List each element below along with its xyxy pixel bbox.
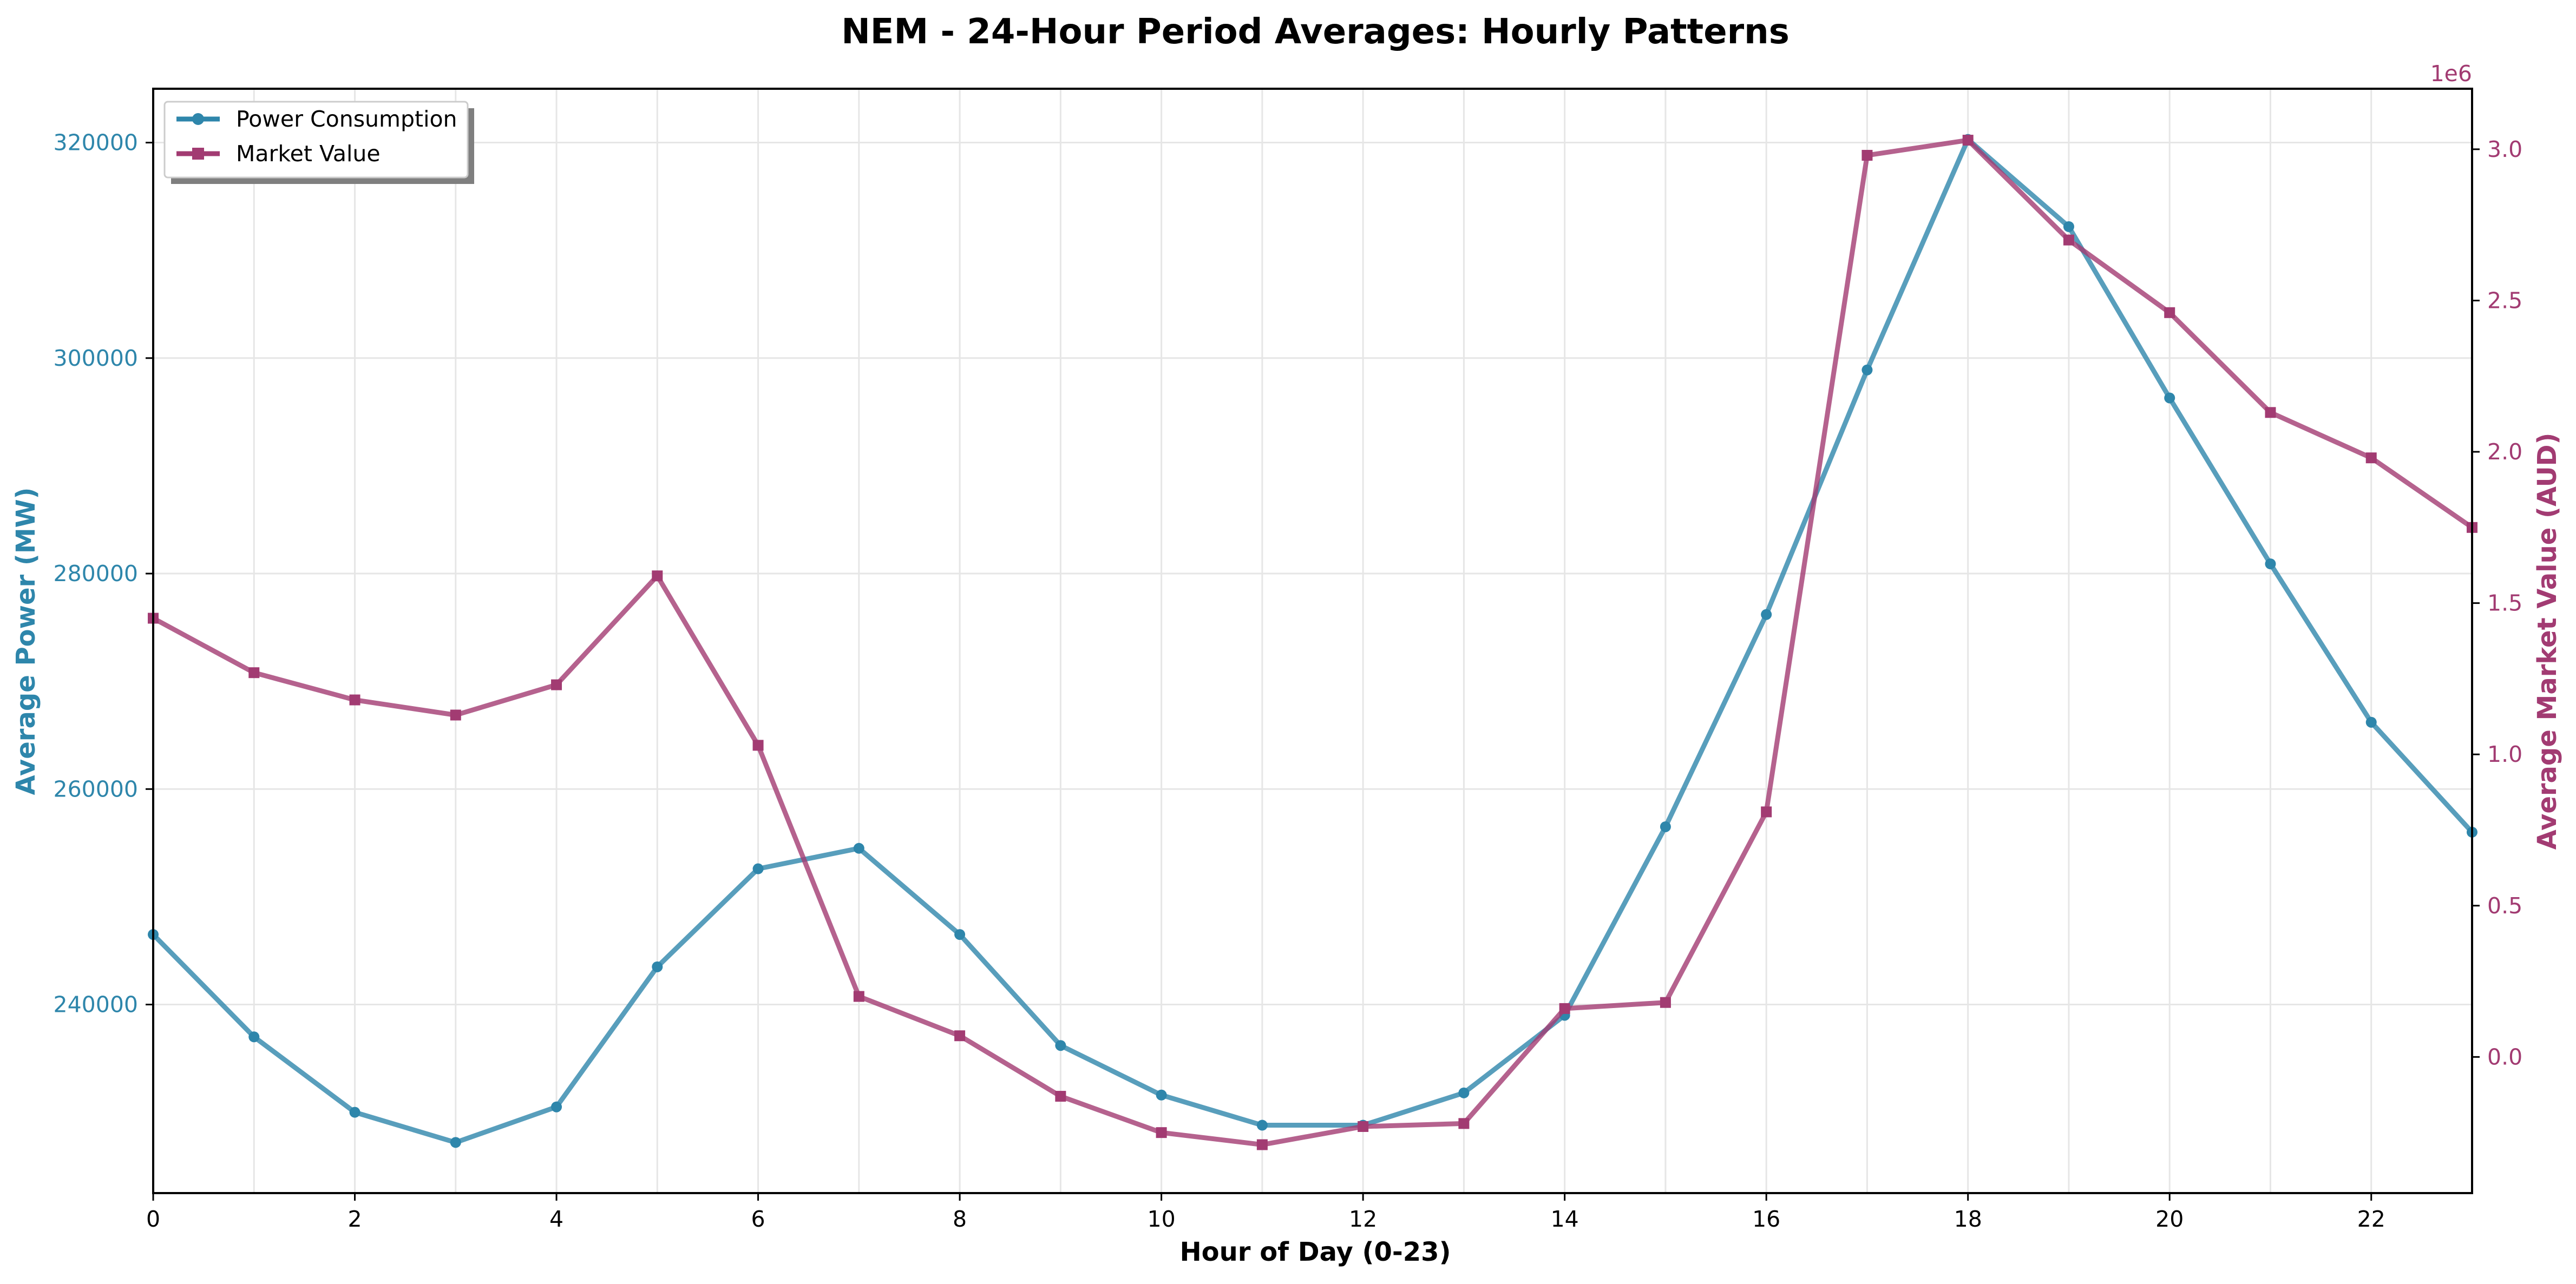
data-point-power bbox=[2063, 221, 2074, 232]
y-right-tick-label: 2.5 bbox=[2487, 287, 2522, 313]
y-right-tick-label: 1.0 bbox=[2487, 741, 2522, 767]
data-point-power bbox=[1156, 1089, 1167, 1101]
y-left-axis-label: Average Power (MW) bbox=[11, 488, 41, 795]
y-left-tick-label: 240000 bbox=[53, 992, 138, 1018]
data-point-market bbox=[1962, 135, 1974, 146]
data-point-market bbox=[1861, 150, 1873, 161]
data-point-market bbox=[2063, 234, 2074, 246]
x-tick-label: 2 bbox=[348, 1206, 362, 1232]
data-point-market bbox=[551, 679, 562, 690]
x-tick-label: 18 bbox=[1954, 1206, 1982, 1232]
legend-marker-power bbox=[192, 113, 204, 125]
data-point-power bbox=[1660, 821, 1671, 832]
data-point-power bbox=[652, 961, 663, 972]
data-point-power bbox=[853, 842, 864, 854]
legend-marker-market bbox=[192, 148, 204, 160]
x-tick-label: 12 bbox=[1349, 1206, 1377, 1232]
data-point-power bbox=[2265, 558, 2276, 570]
grid-layer bbox=[152, 89, 2473, 1193]
data-point-power bbox=[2365, 716, 2377, 728]
data-point-market bbox=[1358, 1121, 1369, 1132]
x-tick-label: 22 bbox=[2357, 1206, 2385, 1232]
data-point-market bbox=[450, 709, 461, 721]
data-point-power bbox=[1256, 1120, 1268, 1131]
data-point-power bbox=[349, 1107, 360, 1118]
data-point-power bbox=[1055, 1040, 1066, 1051]
data-point-power bbox=[752, 863, 764, 874]
data-point-market bbox=[752, 740, 764, 751]
data-point-power bbox=[1861, 364, 1873, 376]
legend-item-power: Power Consumption bbox=[176, 106, 457, 132]
series-layer bbox=[148, 134, 2477, 1150]
y-right-tick-label: 1.5 bbox=[2487, 590, 2522, 616]
data-point-power bbox=[1761, 609, 1772, 620]
axis-layer: 0 2 4 6 8 10 12 14 16 18 20 22 240000 260000 280000 300… bbox=[53, 130, 2522, 1232]
x-tick-label: 10 bbox=[1148, 1206, 1176, 1232]
data-point-market bbox=[349, 694, 360, 706]
data-point-power bbox=[248, 1031, 260, 1043]
data-point-market bbox=[1660, 997, 1671, 1008]
data-point-market bbox=[2365, 452, 2377, 464]
data-point-market bbox=[1559, 1003, 1570, 1014]
data-point-power bbox=[551, 1101, 562, 1112]
data-point-market bbox=[1761, 806, 1772, 818]
series-line-power bbox=[151, 137, 2474, 1145]
data-point-power bbox=[954, 929, 966, 940]
data-point-market bbox=[2265, 407, 2276, 418]
legend-item-market: Market Value bbox=[176, 141, 381, 167]
data-point-market bbox=[652, 570, 663, 582]
plot-frame bbox=[152, 88, 2473, 1194]
y-right-tick-label: 2.0 bbox=[2487, 439, 2522, 465]
data-point-market bbox=[954, 1030, 966, 1042]
legend-box bbox=[163, 101, 469, 179]
y-right-tick-label: 0.5 bbox=[2487, 893, 2522, 919]
right-axis-offset-text: 1e6 bbox=[2430, 61, 2472, 87]
data-point-power bbox=[450, 1137, 461, 1148]
data-point-market bbox=[1458, 1118, 1470, 1129]
y-right-axis-label: Average Market Value (AUD) bbox=[2532, 433, 2562, 850]
x-tick-label: 16 bbox=[1752, 1206, 1780, 1232]
chart-title: NEM - 24-Hour Period Averages: Hourly Pa… bbox=[841, 12, 1790, 52]
legend-label-power: Power Consumption bbox=[236, 106, 457, 132]
y-left-tick-label: 320000 bbox=[53, 130, 138, 156]
series-line-market bbox=[152, 137, 2474, 1148]
data-point-market bbox=[248, 667, 260, 679]
legend: Power Consumption Market Value bbox=[163, 101, 474, 184]
x-tick-label: 4 bbox=[549, 1206, 563, 1232]
legend-label-market: Market Value bbox=[236, 141, 381, 167]
data-point-market bbox=[1156, 1127, 1167, 1138]
data-point-market bbox=[2164, 307, 2175, 318]
x-tick-label: 6 bbox=[751, 1206, 765, 1232]
data-point-market bbox=[853, 991, 864, 1002]
x-tick-label: 0 bbox=[146, 1206, 160, 1232]
data-point-power bbox=[1458, 1087, 1470, 1098]
x-tick-label: 8 bbox=[953, 1206, 967, 1232]
data-point-market bbox=[1055, 1091, 1066, 1102]
data-point-market bbox=[1256, 1139, 1268, 1150]
x-tick-label: 20 bbox=[2155, 1206, 2184, 1232]
y-right-tick-label: 3.0 bbox=[2487, 136, 2522, 162]
y-left-tick-label: 300000 bbox=[53, 345, 138, 371]
x-axis-label: Hour of Day (0-23) bbox=[1179, 1237, 1451, 1267]
x-tick-label: 14 bbox=[1551, 1206, 1579, 1232]
y-left-tick-label: 280000 bbox=[53, 561, 138, 587]
y-right-tick-label: 0.0 bbox=[2487, 1044, 2522, 1070]
data-point-power bbox=[2164, 392, 2175, 404]
y-left-tick-label: 260000 bbox=[53, 776, 138, 802]
